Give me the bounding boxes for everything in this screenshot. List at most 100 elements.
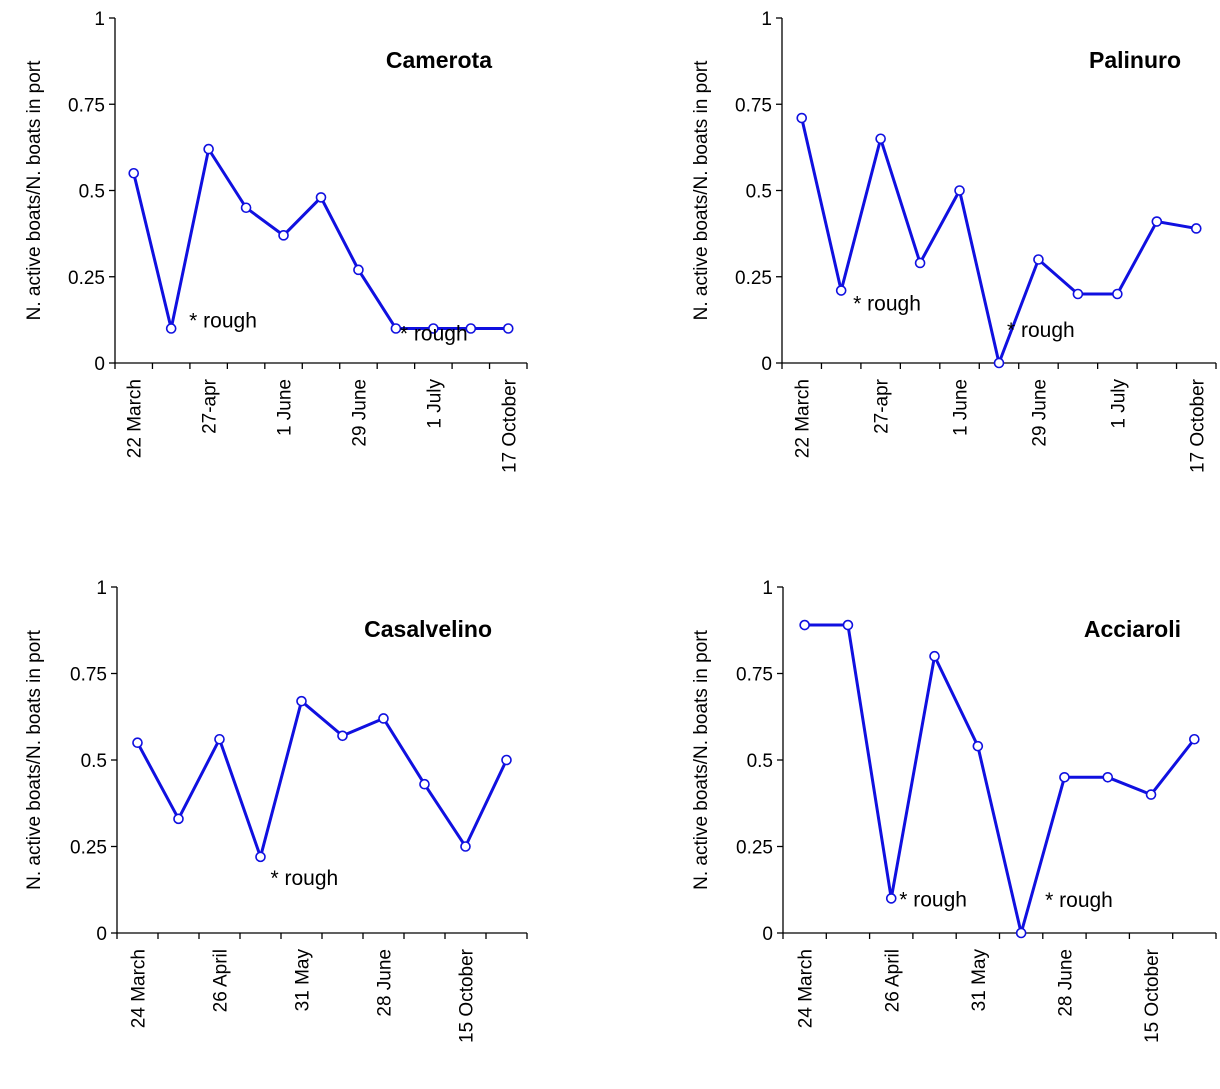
y-tick-label: 0.5 xyxy=(746,182,772,203)
x-tick-label: 24 March xyxy=(129,949,150,1028)
data-point xyxy=(835,285,847,296)
series-line xyxy=(132,145,509,330)
x-tick-label: 15 October xyxy=(1142,948,1163,1043)
y-axis-label: N. active boats/N. boats in port xyxy=(691,629,712,890)
data-point xyxy=(1190,223,1202,234)
x-tick-label: 1 July xyxy=(424,379,445,429)
y-tick-label: 1 xyxy=(94,9,105,30)
data-point xyxy=(296,695,307,707)
data-point xyxy=(799,619,810,631)
y-tick-label: 0.75 xyxy=(68,95,105,116)
y-tick-label: 0.25 xyxy=(736,838,773,859)
y-tick-label: 0 xyxy=(762,924,773,945)
chart-casalvelino: 0 0.25 0.5 0.75 1 24 March 26 April 31 May 28 Ju… xyxy=(0,569,560,1089)
x-tick-label: 1 June xyxy=(275,379,296,436)
y-tick-label: 0.5 xyxy=(79,182,105,203)
annotation-rough: * rough xyxy=(1045,889,1113,912)
data-point xyxy=(1102,771,1114,783)
data-point xyxy=(353,264,364,276)
data-point xyxy=(1151,216,1163,227)
annotation-rough: * rough xyxy=(1007,319,1075,342)
data-point xyxy=(1072,288,1084,300)
y-tick-label: 0.5 xyxy=(747,751,773,772)
plot-group: 0 0.25 0.5 0.75 1 24 March 26 April 31 May 28 Ju… xyxy=(691,578,1217,1043)
y-tick-label: 0.75 xyxy=(736,665,773,686)
data-point xyxy=(255,851,266,863)
x-tick-label: 1 June xyxy=(951,379,972,436)
data-point xyxy=(278,230,289,241)
chart-title: Casalvelino xyxy=(364,616,492,642)
data-point xyxy=(502,323,514,334)
y-axis-label: N. active boats/N. boats in port xyxy=(24,629,45,890)
data-point xyxy=(460,841,471,852)
x-tick-label: 26 April xyxy=(211,949,232,1012)
x-tick-label: 31 May xyxy=(293,949,314,1012)
data-point xyxy=(173,813,184,825)
x-tick-label: 29 June xyxy=(1029,379,1050,447)
annotation-rough: * rough xyxy=(400,323,468,346)
y-tick-label: 0.25 xyxy=(70,838,107,859)
data-point xyxy=(993,357,1005,369)
x-tick-label: 27-apr xyxy=(200,378,221,434)
chart-title: Palinuro xyxy=(1089,47,1181,73)
chart-camerota: 0 0.25 0.5 0.75 1 22 March 27-apr 1 June 29 June… xyxy=(0,0,560,520)
data-point xyxy=(1112,288,1123,300)
series-line xyxy=(136,698,508,863)
y-tick-label: 1 xyxy=(761,9,772,30)
chart-acciaroli: 0 0.25 0.5 0.75 1 24 March 26 April 31 May 28 Ju… xyxy=(667,569,1220,1089)
data-point xyxy=(132,737,143,749)
y-tick-label: 0 xyxy=(761,354,772,375)
data-point xyxy=(315,192,327,203)
plot-group: 0 0.25 0.5 0.75 1 22 March 27-apr 1 June 29 June… xyxy=(691,9,1217,473)
y-axis-label: N. active boats/N. boats in port xyxy=(24,60,45,321)
data-point xyxy=(1189,733,1200,745)
x-tick-label: 29 June xyxy=(349,379,370,447)
x-tick-label: 1 July xyxy=(1108,379,1129,429)
y-axis-label: N. active boats/N. boats in port xyxy=(691,60,712,321)
y-tick-label: 0.25 xyxy=(735,268,772,289)
y-tick-label: 0.75 xyxy=(70,665,107,686)
x-tick-label: 28 June xyxy=(1055,949,1076,1017)
y-tick-label: 0 xyxy=(96,924,107,945)
data-point xyxy=(1033,254,1044,265)
data-point xyxy=(885,893,897,904)
data-point xyxy=(954,185,965,196)
data-point xyxy=(914,257,926,269)
y-tick-label: 0 xyxy=(94,354,105,375)
data-point xyxy=(465,323,477,334)
chart-palinuro: 0 0.25 0.5 0.75 1 22 March 27-apr 1 June 29 June… xyxy=(667,0,1220,520)
y-tick-label: 0.75 xyxy=(735,95,772,116)
y-tick-label: 0.5 xyxy=(81,751,107,772)
data-point xyxy=(501,754,512,766)
y-tick-label: 0.25 xyxy=(68,268,105,289)
x-tick-label: 17 October xyxy=(1187,378,1208,473)
data-point xyxy=(875,133,886,145)
annotation-rough: * rough xyxy=(189,310,257,333)
data-point xyxy=(419,778,430,790)
data-point xyxy=(796,112,808,124)
series-line xyxy=(800,117,1197,369)
data-point xyxy=(240,202,252,214)
data-point xyxy=(128,167,140,179)
x-tick-label: 26 April xyxy=(882,949,903,1012)
x-tick-label: 24 March xyxy=(796,949,817,1028)
data-point xyxy=(378,713,389,724)
data-point xyxy=(428,323,439,334)
annotation-rough: * rough xyxy=(853,293,921,316)
x-tick-label: 28 June xyxy=(375,949,396,1017)
annotation-rough: * rough xyxy=(899,888,967,911)
data-point xyxy=(165,323,177,334)
x-tick-label: 22 March xyxy=(125,379,146,458)
plot-group: 0 0.25 0.5 0.75 1 24 March 26 April 31 May 28 Ju… xyxy=(24,578,528,1043)
x-tick-label: 15 October xyxy=(457,948,478,1043)
data-point xyxy=(203,143,214,155)
data-point xyxy=(842,619,854,631)
plot-group: 0 0.25 0.5 0.75 1 22 March 27-apr 1 June 29 June… xyxy=(24,9,528,473)
x-tick-label: 31 May xyxy=(969,949,990,1012)
annotation-rough: * rough xyxy=(271,867,339,890)
x-tick-label: 17 October xyxy=(499,378,520,473)
data-point xyxy=(929,650,940,662)
x-tick-label: 22 March xyxy=(793,379,814,458)
data-point xyxy=(972,740,984,752)
y-tick-label: 1 xyxy=(96,578,107,599)
